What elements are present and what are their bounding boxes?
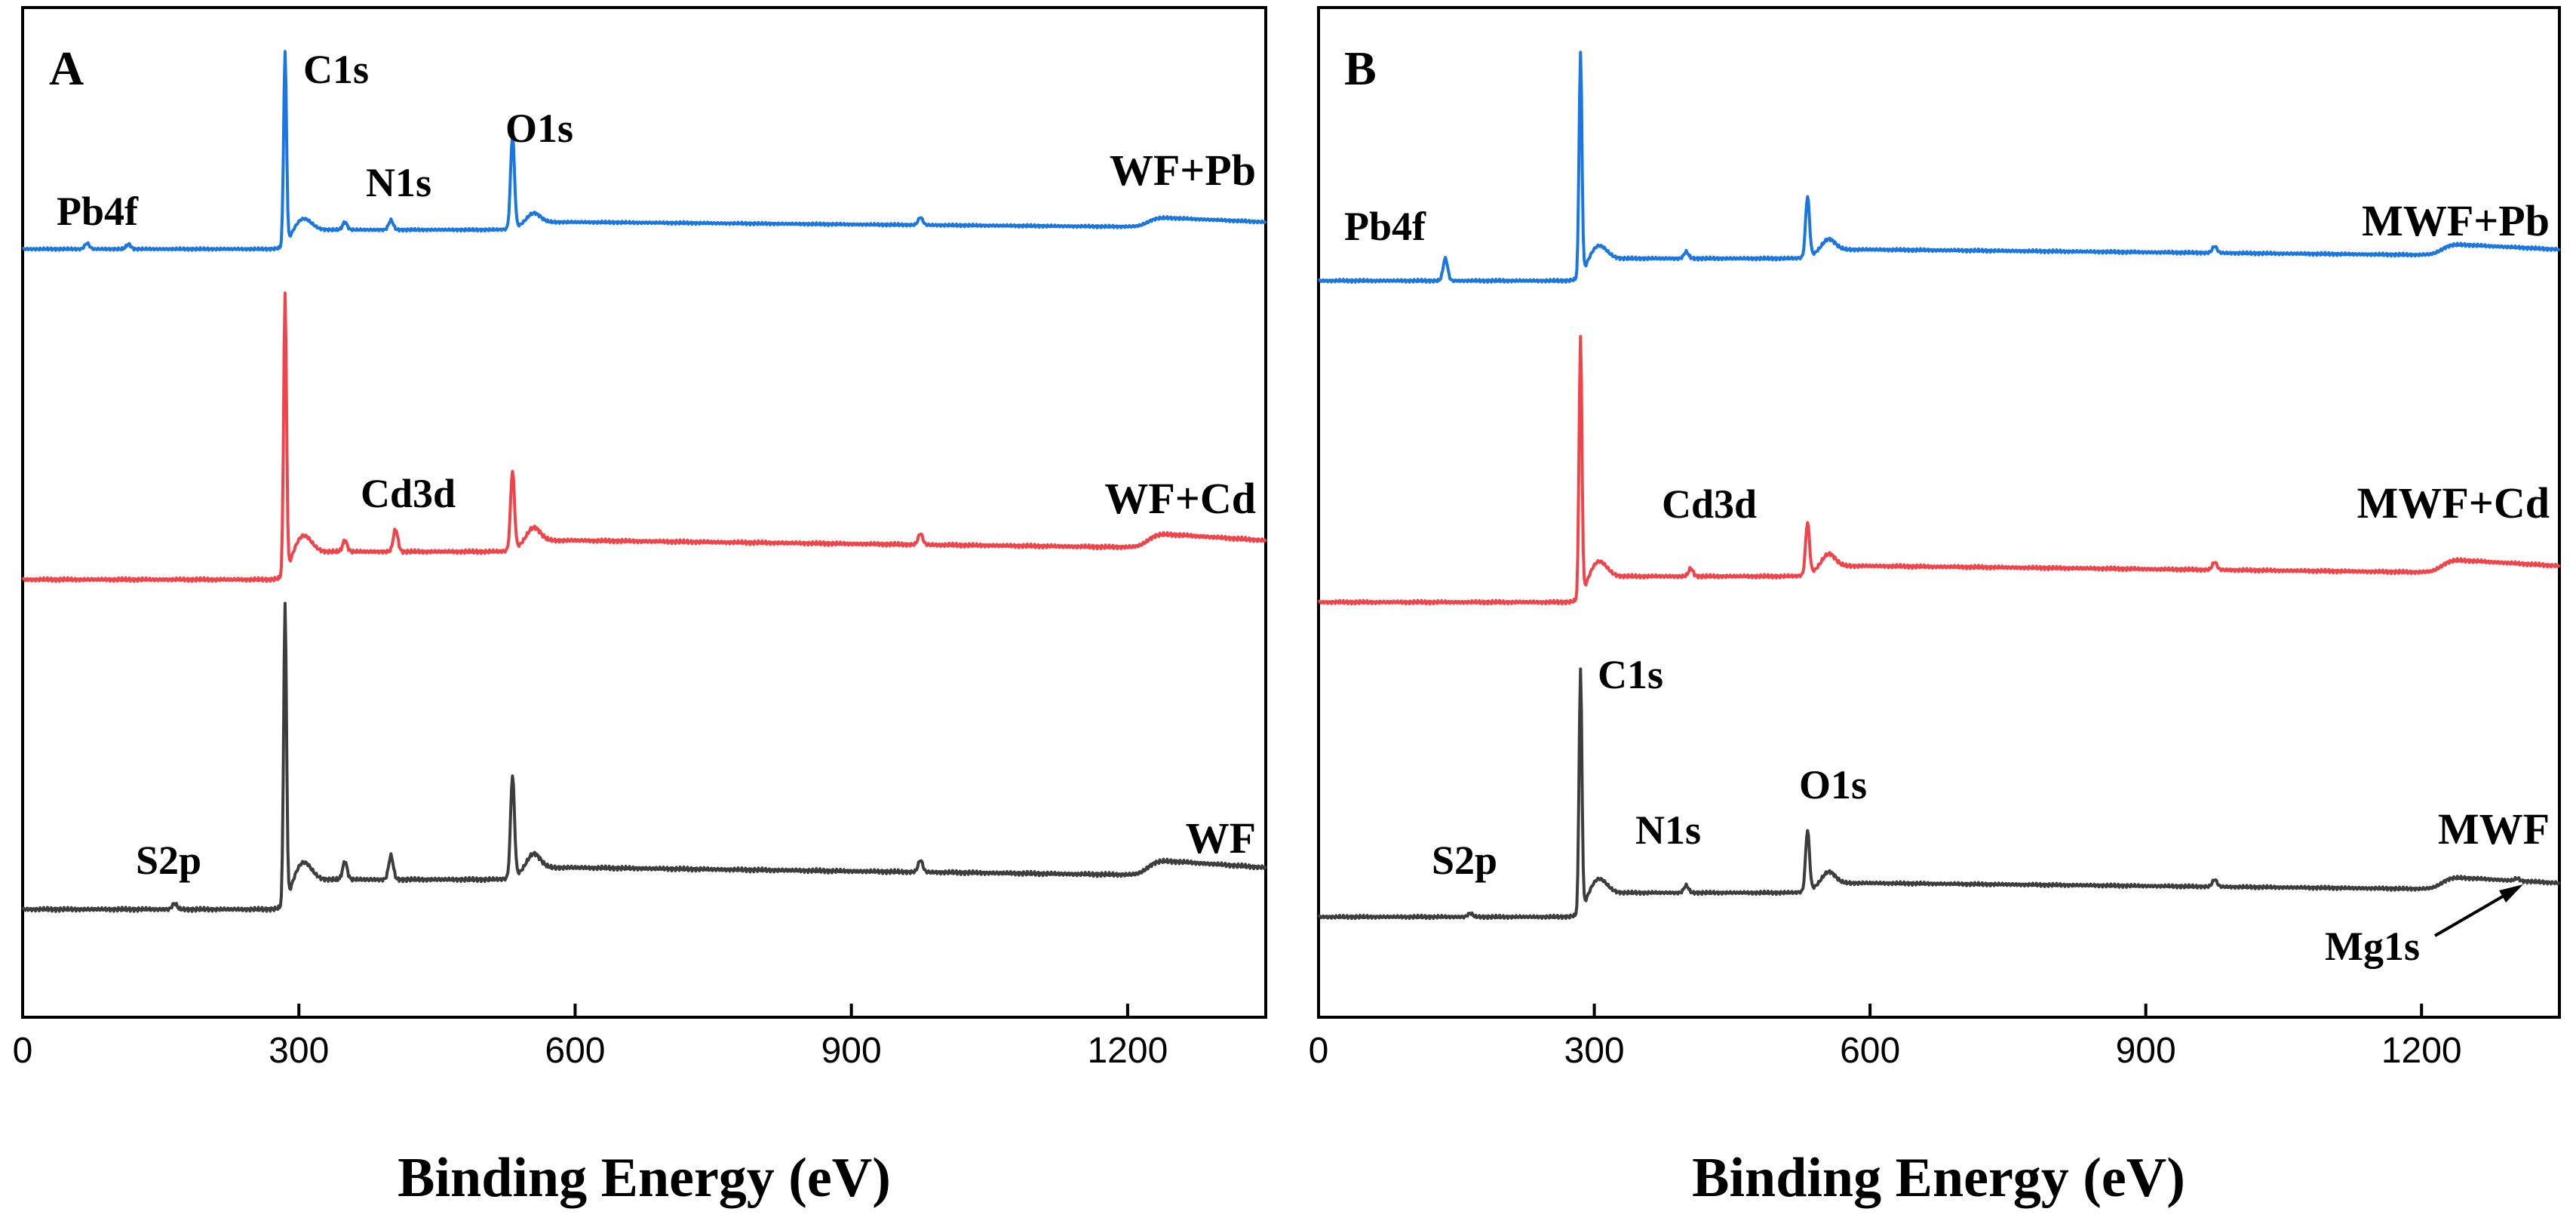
panel-b-label-mwf-pb: MWF+Pb <box>2362 196 2550 245</box>
panel-b-series-mwf-cd <box>1317 334 2561 606</box>
panel-a-series-wf-cd <box>21 291 1267 583</box>
panel-b-mg1s-arrow-line <box>2433 887 2517 937</box>
panel-b-ann-cd3d: Cd3d <box>1662 481 1757 527</box>
panel-a-series-wf-pb <box>21 50 1267 252</box>
panel-a-ann-o1s: O1s <box>505 106 573 151</box>
panel-a: A 0 300 600 900 1200 C1s N1s O1s Pb4f Cd3d S… <box>13 6 1267 1209</box>
panel-b-x-tick-label-900: 900 <box>2116 1031 2176 1071</box>
panel-b-x-tick-label-300: 300 <box>1564 1031 1625 1071</box>
panel-a-x-tick-label-0: 0 <box>13 1031 33 1071</box>
panel-a-label: A <box>49 42 84 95</box>
panel-a-plot: 0 300 600 900 1200 <box>13 50 1267 1071</box>
panel-b-ann-mg1s: Mg1s <box>2325 924 2420 969</box>
panel-a-x-tick-label-300: 300 <box>269 1031 329 1071</box>
panel-b-ann-n1s: N1s <box>1635 807 1701 853</box>
panel-a-label-wf-cd: WF+Cd <box>1104 474 1256 523</box>
panel-a-series-wf <box>21 601 1267 913</box>
panel-b-x-axis-title: Binding Energy (eV) <box>1692 1147 2185 1209</box>
panel-b-label: B <box>1344 42 1377 95</box>
panel-b: B 0 300 600 900 1200 Pb4f Cd3d C1s N1s O1s S… <box>1309 6 2561 1209</box>
panel-a-x-axis-title: Binding Energy (eV) <box>398 1147 891 1209</box>
panel-a-x-tick-label-1200: 1200 <box>1087 1031 1168 1071</box>
panel-a-x-tick-label-600: 600 <box>545 1031 605 1071</box>
panel-a-label-wf-pb: WF+Pb <box>1110 146 1256 195</box>
panel-a-ann-cd3d: Cd3d <box>361 471 456 516</box>
panel-b-ann-pb4f: Pb4f <box>1344 204 1426 249</box>
panel-a-label-wf: WF <box>1186 813 1256 863</box>
panel-b-plot: 0 300 600 900 1200 <box>1309 51 2561 1071</box>
panel-b-ann-s2p: S2p <box>1432 838 1497 883</box>
panel-a-ann-n1s: N1s <box>366 160 431 205</box>
panel-b-series-mwf <box>1317 667 2561 921</box>
panel-a-ann-s2p: S2p <box>136 838 201 883</box>
panel-b-x-tick-label-600: 600 <box>1840 1031 1900 1071</box>
panel-a-x-tick-label-900: 900 <box>821 1031 882 1071</box>
panel-b-mg1s-arrow-head <box>2499 884 2523 903</box>
panel-b-label-mwf-cd: MWF+Cd <box>2357 478 2550 527</box>
panel-b-x-tick-label-0: 0 <box>1309 1031 1329 1071</box>
panel-a-ann-c1s: C1s <box>303 47 369 92</box>
panel-b-x-tick-label-1200: 1200 <box>2381 1031 2462 1071</box>
panel-b-label-mwf: MWF <box>2438 804 2550 853</box>
panel-b-ann-c1s: C1s <box>1598 652 1663 697</box>
panel-a-ann-pb4f: Pb4f <box>57 189 139 234</box>
panel-a-frame <box>21 6 1267 1019</box>
panel-b-frame <box>1317 6 2561 1019</box>
panel-b-series-mwf-pb <box>1317 51 2561 284</box>
panel-b-ann-o1s: O1s <box>1799 762 1867 807</box>
